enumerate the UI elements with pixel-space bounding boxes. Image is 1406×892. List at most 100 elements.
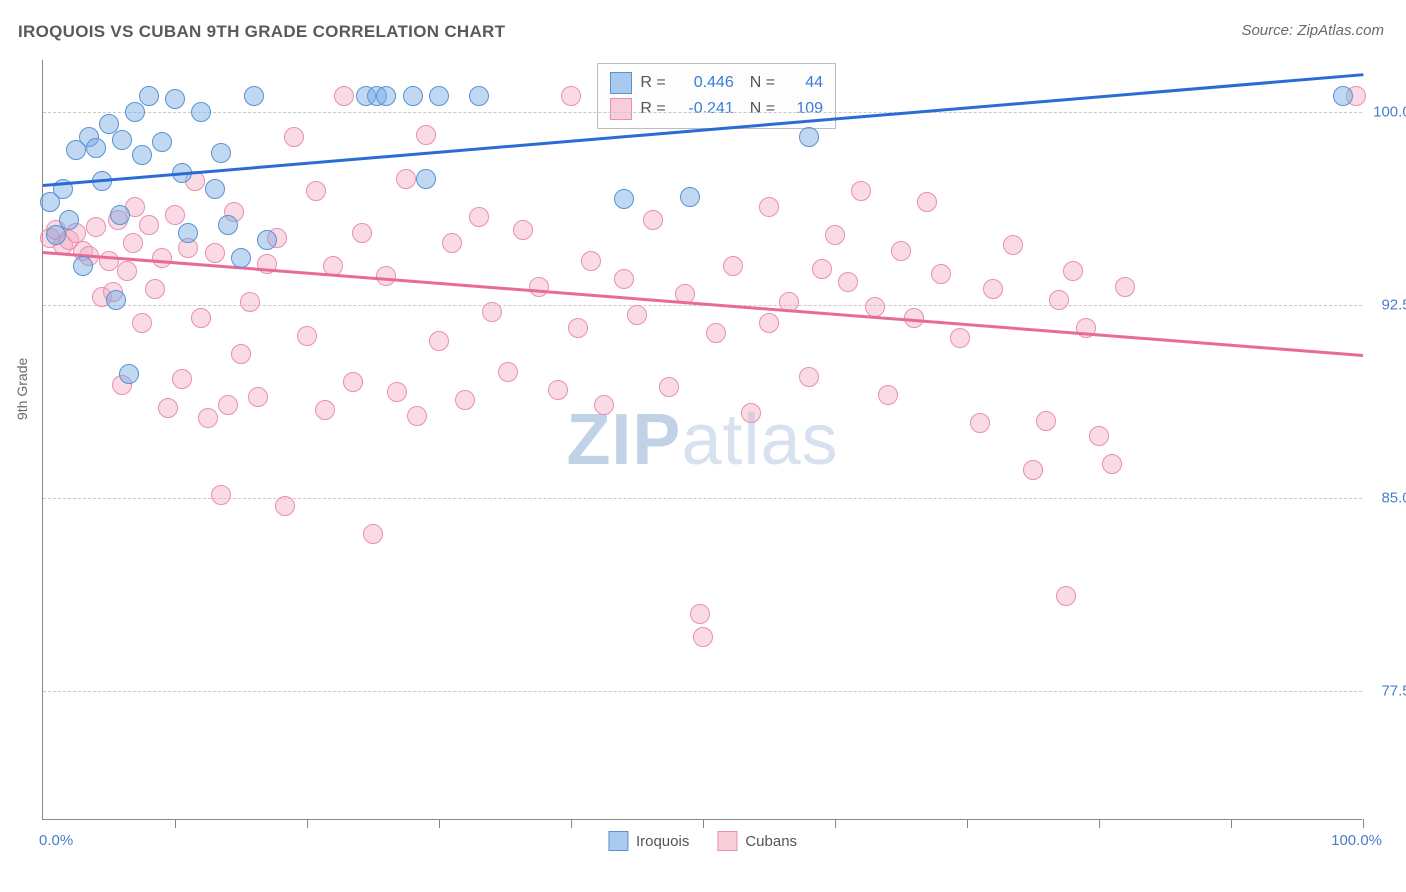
data-point bbox=[257, 230, 277, 250]
data-point bbox=[396, 169, 416, 189]
data-point bbox=[416, 125, 436, 145]
data-point bbox=[297, 326, 317, 346]
data-point bbox=[482, 302, 502, 322]
data-point bbox=[983, 279, 1003, 299]
data-point bbox=[891, 241, 911, 261]
data-point bbox=[1063, 261, 1083, 281]
data-point bbox=[568, 318, 588, 338]
data-point bbox=[442, 233, 462, 253]
data-point bbox=[123, 233, 143, 253]
data-point bbox=[119, 364, 139, 384]
data-point bbox=[86, 138, 106, 158]
data-point bbox=[231, 248, 251, 268]
data-point bbox=[132, 313, 152, 333]
data-point bbox=[693, 627, 713, 647]
data-point bbox=[429, 86, 449, 106]
data-point bbox=[191, 308, 211, 328]
data-point bbox=[158, 398, 178, 418]
data-point bbox=[865, 297, 885, 317]
stats-row: R =0.446N =44 bbox=[610, 70, 823, 96]
data-point bbox=[614, 269, 634, 289]
data-point bbox=[1115, 277, 1135, 297]
data-point bbox=[172, 369, 192, 389]
gridline bbox=[43, 112, 1362, 113]
data-point bbox=[191, 102, 211, 122]
n-label: N = bbox=[750, 100, 775, 118]
data-point bbox=[99, 251, 119, 271]
data-point bbox=[561, 86, 581, 106]
data-point bbox=[643, 210, 663, 230]
data-point bbox=[455, 390, 475, 410]
data-point bbox=[240, 292, 260, 312]
legend-label: Cubans bbox=[745, 833, 797, 850]
data-point bbox=[165, 89, 185, 109]
data-point bbox=[680, 187, 700, 207]
data-point bbox=[363, 524, 383, 544]
series-legend: Iroquois Cubans bbox=[608, 831, 797, 851]
data-point bbox=[110, 205, 130, 225]
data-point bbox=[352, 223, 372, 243]
x-tick bbox=[1099, 819, 1100, 828]
data-point bbox=[178, 223, 198, 243]
data-point bbox=[529, 277, 549, 297]
source-credit: Source: ZipAtlas.com bbox=[1241, 22, 1384, 39]
r-value: 0.446 bbox=[674, 74, 734, 92]
data-point bbox=[799, 367, 819, 387]
data-point bbox=[117, 261, 137, 281]
data-point bbox=[165, 205, 185, 225]
data-point bbox=[231, 344, 251, 364]
swatch-icon bbox=[610, 72, 632, 94]
data-point bbox=[198, 408, 218, 428]
data-point bbox=[306, 181, 326, 201]
data-point bbox=[825, 225, 845, 245]
x-tick bbox=[1231, 819, 1232, 828]
data-point bbox=[723, 256, 743, 276]
r-label: R = bbox=[640, 100, 665, 118]
data-point bbox=[315, 400, 335, 420]
data-point bbox=[387, 382, 407, 402]
data-point bbox=[706, 323, 726, 343]
gridline bbox=[43, 691, 1362, 692]
data-point bbox=[343, 372, 363, 392]
y-tick-label: 100.0% bbox=[1373, 103, 1406, 120]
data-point bbox=[498, 362, 518, 382]
data-point bbox=[469, 86, 489, 106]
data-point bbox=[812, 259, 832, 279]
data-point bbox=[627, 305, 647, 325]
data-point bbox=[205, 243, 225, 263]
data-point bbox=[741, 403, 761, 423]
data-point bbox=[950, 328, 970, 348]
data-point bbox=[139, 86, 159, 106]
data-point bbox=[284, 127, 304, 147]
data-point bbox=[1333, 86, 1353, 106]
x-axis-end-label: 100.0% bbox=[1331, 832, 1382, 849]
data-point bbox=[218, 395, 238, 415]
y-axis-label: 9th Grade bbox=[14, 358, 30, 420]
data-point bbox=[759, 197, 779, 217]
data-point bbox=[690, 604, 710, 624]
stats-legend: R =0.446N =44R =-0.241N =109 bbox=[597, 63, 836, 129]
data-point bbox=[1036, 411, 1056, 431]
data-point bbox=[334, 86, 354, 106]
x-tick bbox=[967, 819, 968, 828]
data-point bbox=[244, 86, 264, 106]
chart-title: IROQUOIS VS CUBAN 9TH GRADE CORRELATION … bbox=[18, 22, 505, 42]
x-tick bbox=[307, 819, 308, 828]
legend-label: Iroquois bbox=[636, 833, 689, 850]
swatch-icon bbox=[717, 831, 737, 851]
r-label: R = bbox=[640, 74, 665, 92]
data-point bbox=[275, 496, 295, 516]
x-tick bbox=[571, 819, 572, 828]
r-value: -0.241 bbox=[674, 100, 734, 118]
data-point bbox=[1003, 235, 1023, 255]
x-tick bbox=[439, 819, 440, 828]
data-point bbox=[218, 215, 238, 235]
data-point bbox=[917, 192, 937, 212]
data-point bbox=[211, 485, 231, 505]
data-point bbox=[581, 251, 601, 271]
data-point bbox=[614, 189, 634, 209]
y-tick-label: 92.5% bbox=[1381, 296, 1406, 313]
swatch-icon bbox=[610, 98, 632, 120]
data-point bbox=[594, 395, 614, 415]
data-point bbox=[112, 130, 132, 150]
